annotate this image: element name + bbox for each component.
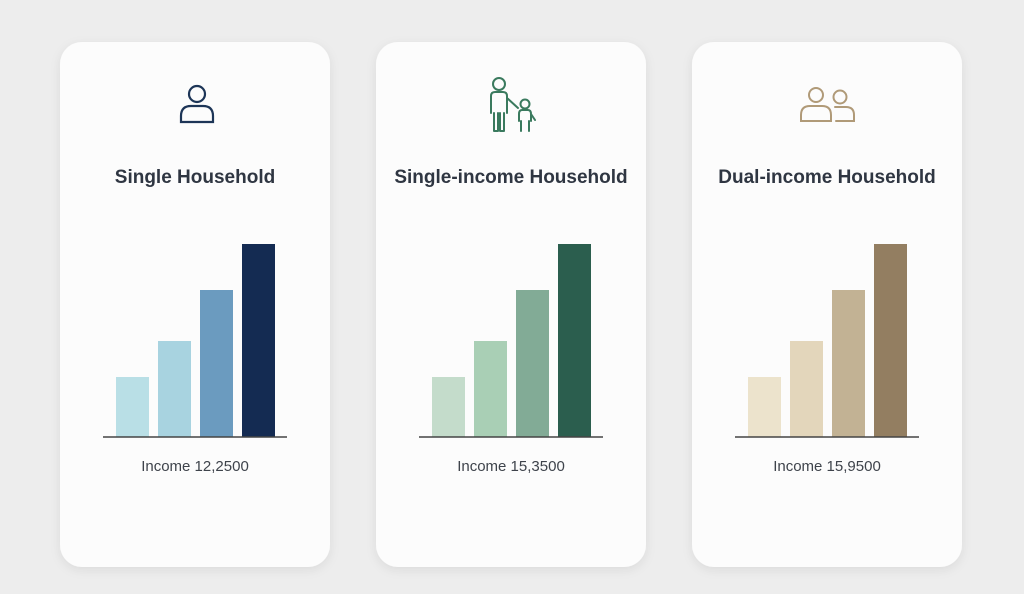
couple-icon bbox=[800, 87, 855, 122]
bar bbox=[748, 377, 781, 437]
bar bbox=[116, 377, 149, 437]
card-title: Dual-income Household bbox=[718, 167, 935, 188]
person-icon bbox=[179, 84, 215, 124]
income-caption: Income 12,2500 bbox=[141, 458, 249, 475]
bar bbox=[516, 290, 549, 437]
card bbox=[60, 42, 330, 567]
bar bbox=[874, 244, 907, 437]
bar bbox=[832, 290, 865, 437]
parent-child-icon bbox=[490, 77, 536, 132]
card-title: Single Household bbox=[115, 167, 275, 188]
card bbox=[376, 42, 646, 567]
bar bbox=[432, 377, 465, 437]
income-caption: Income 15,3500 bbox=[457, 458, 565, 475]
bar bbox=[200, 290, 233, 437]
bar bbox=[242, 244, 275, 437]
card-title: Single-income Household bbox=[394, 167, 627, 188]
income-caption: Income 15,9500 bbox=[773, 458, 881, 475]
bar bbox=[558, 244, 591, 437]
bar bbox=[790, 341, 823, 437]
bar bbox=[474, 341, 507, 437]
bar bbox=[158, 341, 191, 437]
